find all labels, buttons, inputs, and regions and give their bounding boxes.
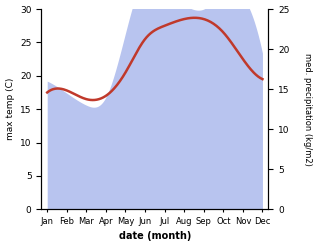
Y-axis label: med. precipitation (kg/m2): med. precipitation (kg/m2) (303, 53, 313, 165)
X-axis label: date (month): date (month) (119, 231, 191, 242)
Y-axis label: max temp (C): max temp (C) (5, 78, 15, 140)
